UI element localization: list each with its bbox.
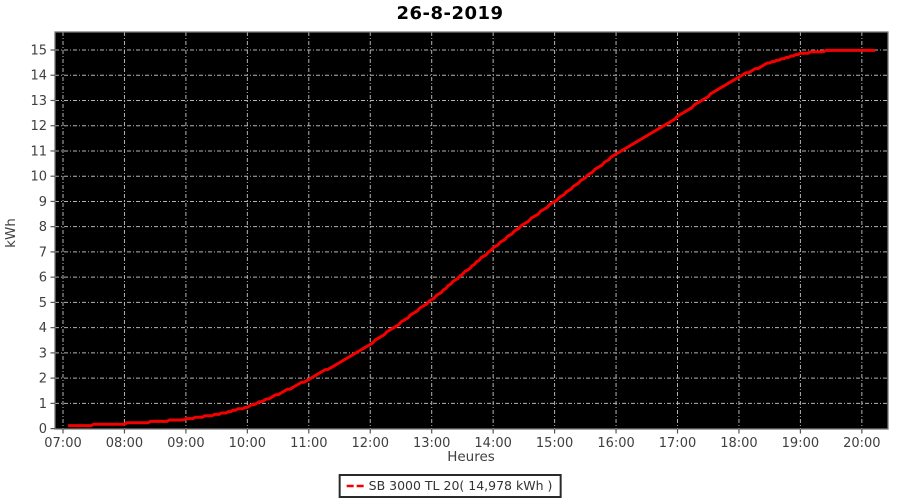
y-tick-label: 3 [39,346,47,361]
y-tick-label: 11 [30,144,47,159]
x-tick-label: 12:00 [352,436,389,451]
plot-background [55,32,888,429]
gridlines [55,32,888,429]
legend-line-marker [346,484,367,487]
y-tick-label: 5 [39,296,47,311]
chart-title: 26-8-2019 [396,3,504,24]
x-tick-label: 19:00 [782,436,819,451]
x-tick-label: 10:00 [229,436,266,451]
x-tick-label: 16:00 [597,436,634,451]
y-tick-label: 0 [39,422,47,437]
y-tick-label: 10 [30,170,47,185]
y-tick-label: 2 [39,372,47,387]
x-tick-label: 14:00 [474,436,511,451]
plot-frame [54,31,889,430]
y-tick-label: 15 [30,44,47,59]
x-tick-label: 09:00 [167,436,204,451]
x-tick-label: 08:00 [106,436,143,451]
legend-label: SB 3000 TL 20( 14,978 kWh ) [368,478,553,493]
x-tick-label: 20:00 [843,436,880,451]
axis-ticks [50,49,863,434]
y-tick-label: 1 [39,397,47,412]
x-axis-label: Heures [447,449,495,465]
y-tick-label: 13 [30,94,47,109]
y-tick-label: 6 [39,271,47,286]
axis-tick-labels: 07:00 08:00 09:00 10:00 11:00 12:00 13:00 14:00… [30,44,880,452]
y-tick-label: 12 [30,119,47,134]
x-tick-label: 13:00 [413,436,450,451]
x-tick-label: 07:00 [44,436,81,451]
y-axis-label: kWh [3,218,19,248]
series-layer [68,48,876,428]
series-line-sb-3000-tl-20 [68,48,876,428]
y-tick-label: 7 [39,245,47,260]
x-tick-label: 15:00 [536,436,573,451]
legend-box: SB 3000 TL 20( 14,978 kWh ) [338,474,562,498]
y-tick-label: 8 [39,220,47,235]
x-tick-label: 17:00 [659,436,696,451]
y-tick-label: 14 [30,69,47,84]
x-tick-label: 18:00 [720,436,757,451]
y-tick-label: 9 [39,195,47,210]
x-tick-label: 11:00 [290,436,327,451]
y-tick-label: 4 [39,321,47,336]
